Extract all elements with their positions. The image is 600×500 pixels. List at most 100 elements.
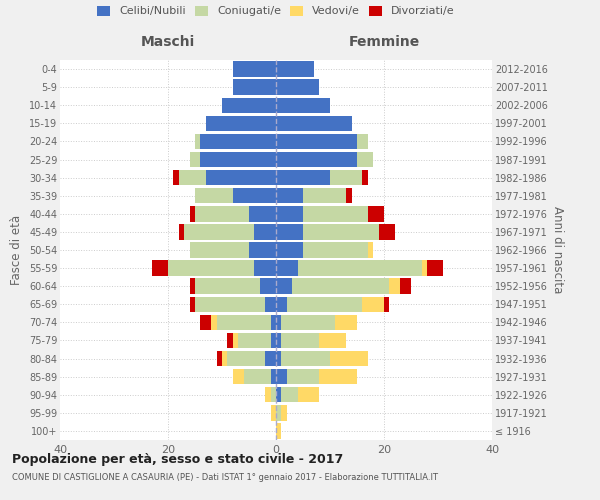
Bar bbox=[384, 296, 389, 312]
Text: Femmine: Femmine bbox=[349, 35, 419, 49]
Bar bbox=[222, 351, 227, 366]
Bar bbox=[244, 369, 271, 384]
Bar bbox=[276, 405, 281, 420]
Bar bbox=[173, 170, 179, 186]
Bar bbox=[206, 170, 276, 186]
Bar bbox=[276, 224, 303, 240]
Bar bbox=[303, 188, 346, 204]
Bar bbox=[319, 333, 346, 348]
Bar bbox=[276, 387, 281, 402]
Bar bbox=[422, 260, 427, 276]
Bar bbox=[190, 296, 195, 312]
Y-axis label: Anni di nascita: Anni di nascita bbox=[551, 206, 565, 294]
Bar bbox=[179, 224, 184, 240]
Bar bbox=[368, 206, 384, 222]
Bar bbox=[389, 278, 400, 294]
Bar bbox=[330, 170, 362, 186]
Bar bbox=[190, 206, 195, 222]
Bar bbox=[303, 224, 379, 240]
Bar bbox=[276, 188, 303, 204]
Bar bbox=[249, 206, 276, 222]
Text: Maschi: Maschi bbox=[141, 35, 195, 49]
Bar bbox=[190, 152, 200, 167]
Bar bbox=[292, 278, 389, 294]
Bar bbox=[195, 278, 260, 294]
Bar bbox=[281, 387, 298, 402]
Bar bbox=[152, 260, 168, 276]
Bar bbox=[281, 405, 287, 420]
Bar bbox=[276, 351, 281, 366]
Bar bbox=[168, 260, 254, 276]
Bar bbox=[346, 188, 352, 204]
Bar bbox=[271, 333, 276, 348]
Bar bbox=[211, 314, 217, 330]
Bar bbox=[276, 206, 303, 222]
Bar bbox=[276, 260, 298, 276]
Bar bbox=[362, 296, 384, 312]
Bar bbox=[276, 333, 281, 348]
Bar bbox=[200, 134, 276, 149]
Bar bbox=[265, 351, 276, 366]
Bar bbox=[276, 116, 352, 131]
Bar bbox=[190, 278, 195, 294]
Bar bbox=[379, 224, 395, 240]
Bar bbox=[227, 333, 233, 348]
Bar bbox=[276, 170, 330, 186]
Bar bbox=[217, 351, 222, 366]
Bar bbox=[227, 351, 265, 366]
Bar bbox=[276, 98, 330, 113]
Bar bbox=[233, 80, 276, 95]
Bar bbox=[330, 351, 368, 366]
Bar bbox=[254, 224, 276, 240]
Bar bbox=[298, 387, 319, 402]
Bar bbox=[184, 224, 254, 240]
Bar bbox=[400, 278, 411, 294]
Bar bbox=[233, 188, 276, 204]
Bar bbox=[276, 369, 287, 384]
Y-axis label: Fasce di età: Fasce di età bbox=[10, 215, 23, 285]
Bar bbox=[303, 242, 368, 258]
Bar bbox=[265, 296, 276, 312]
Bar bbox=[238, 333, 271, 348]
Bar bbox=[200, 152, 276, 167]
Bar bbox=[195, 296, 265, 312]
Bar bbox=[222, 98, 276, 113]
Text: Popolazione per età, sesso e stato civile - 2017: Popolazione per età, sesso e stato civil… bbox=[12, 452, 343, 466]
Bar bbox=[276, 278, 292, 294]
Bar bbox=[276, 242, 303, 258]
Bar bbox=[271, 314, 276, 330]
Bar bbox=[271, 387, 276, 402]
Bar bbox=[276, 62, 314, 76]
Legend: Celibi/Nubili, Coniugati/e, Vedovi/e, Divorziati/e: Celibi/Nubili, Coniugati/e, Vedovi/e, Di… bbox=[97, 6, 455, 16]
Bar bbox=[357, 152, 373, 167]
Bar bbox=[281, 351, 330, 366]
Bar bbox=[233, 62, 276, 76]
Bar bbox=[271, 369, 276, 384]
Bar bbox=[287, 296, 362, 312]
Bar bbox=[357, 134, 368, 149]
Bar bbox=[254, 260, 276, 276]
Bar bbox=[179, 170, 206, 186]
Bar bbox=[276, 152, 357, 167]
Bar bbox=[200, 314, 211, 330]
Bar bbox=[281, 333, 319, 348]
Bar bbox=[260, 278, 276, 294]
Bar bbox=[276, 296, 287, 312]
Bar bbox=[281, 314, 335, 330]
Bar bbox=[190, 242, 249, 258]
Text: COMUNE DI CASTIGLIONE A CASAURIA (PE) - Dati ISTAT 1° gennaio 2017 - Elaborazion: COMUNE DI CASTIGLIONE A CASAURIA (PE) - … bbox=[12, 472, 438, 482]
Bar bbox=[276, 424, 281, 438]
Bar bbox=[368, 242, 373, 258]
Bar bbox=[276, 314, 281, 330]
Bar bbox=[195, 188, 233, 204]
Bar bbox=[265, 387, 271, 402]
Bar bbox=[362, 170, 368, 186]
Bar bbox=[287, 369, 319, 384]
Bar bbox=[319, 369, 357, 384]
Bar bbox=[195, 134, 200, 149]
Bar bbox=[233, 369, 244, 384]
Bar bbox=[195, 206, 249, 222]
Bar bbox=[276, 80, 319, 95]
Bar bbox=[233, 333, 238, 348]
Bar bbox=[217, 314, 271, 330]
